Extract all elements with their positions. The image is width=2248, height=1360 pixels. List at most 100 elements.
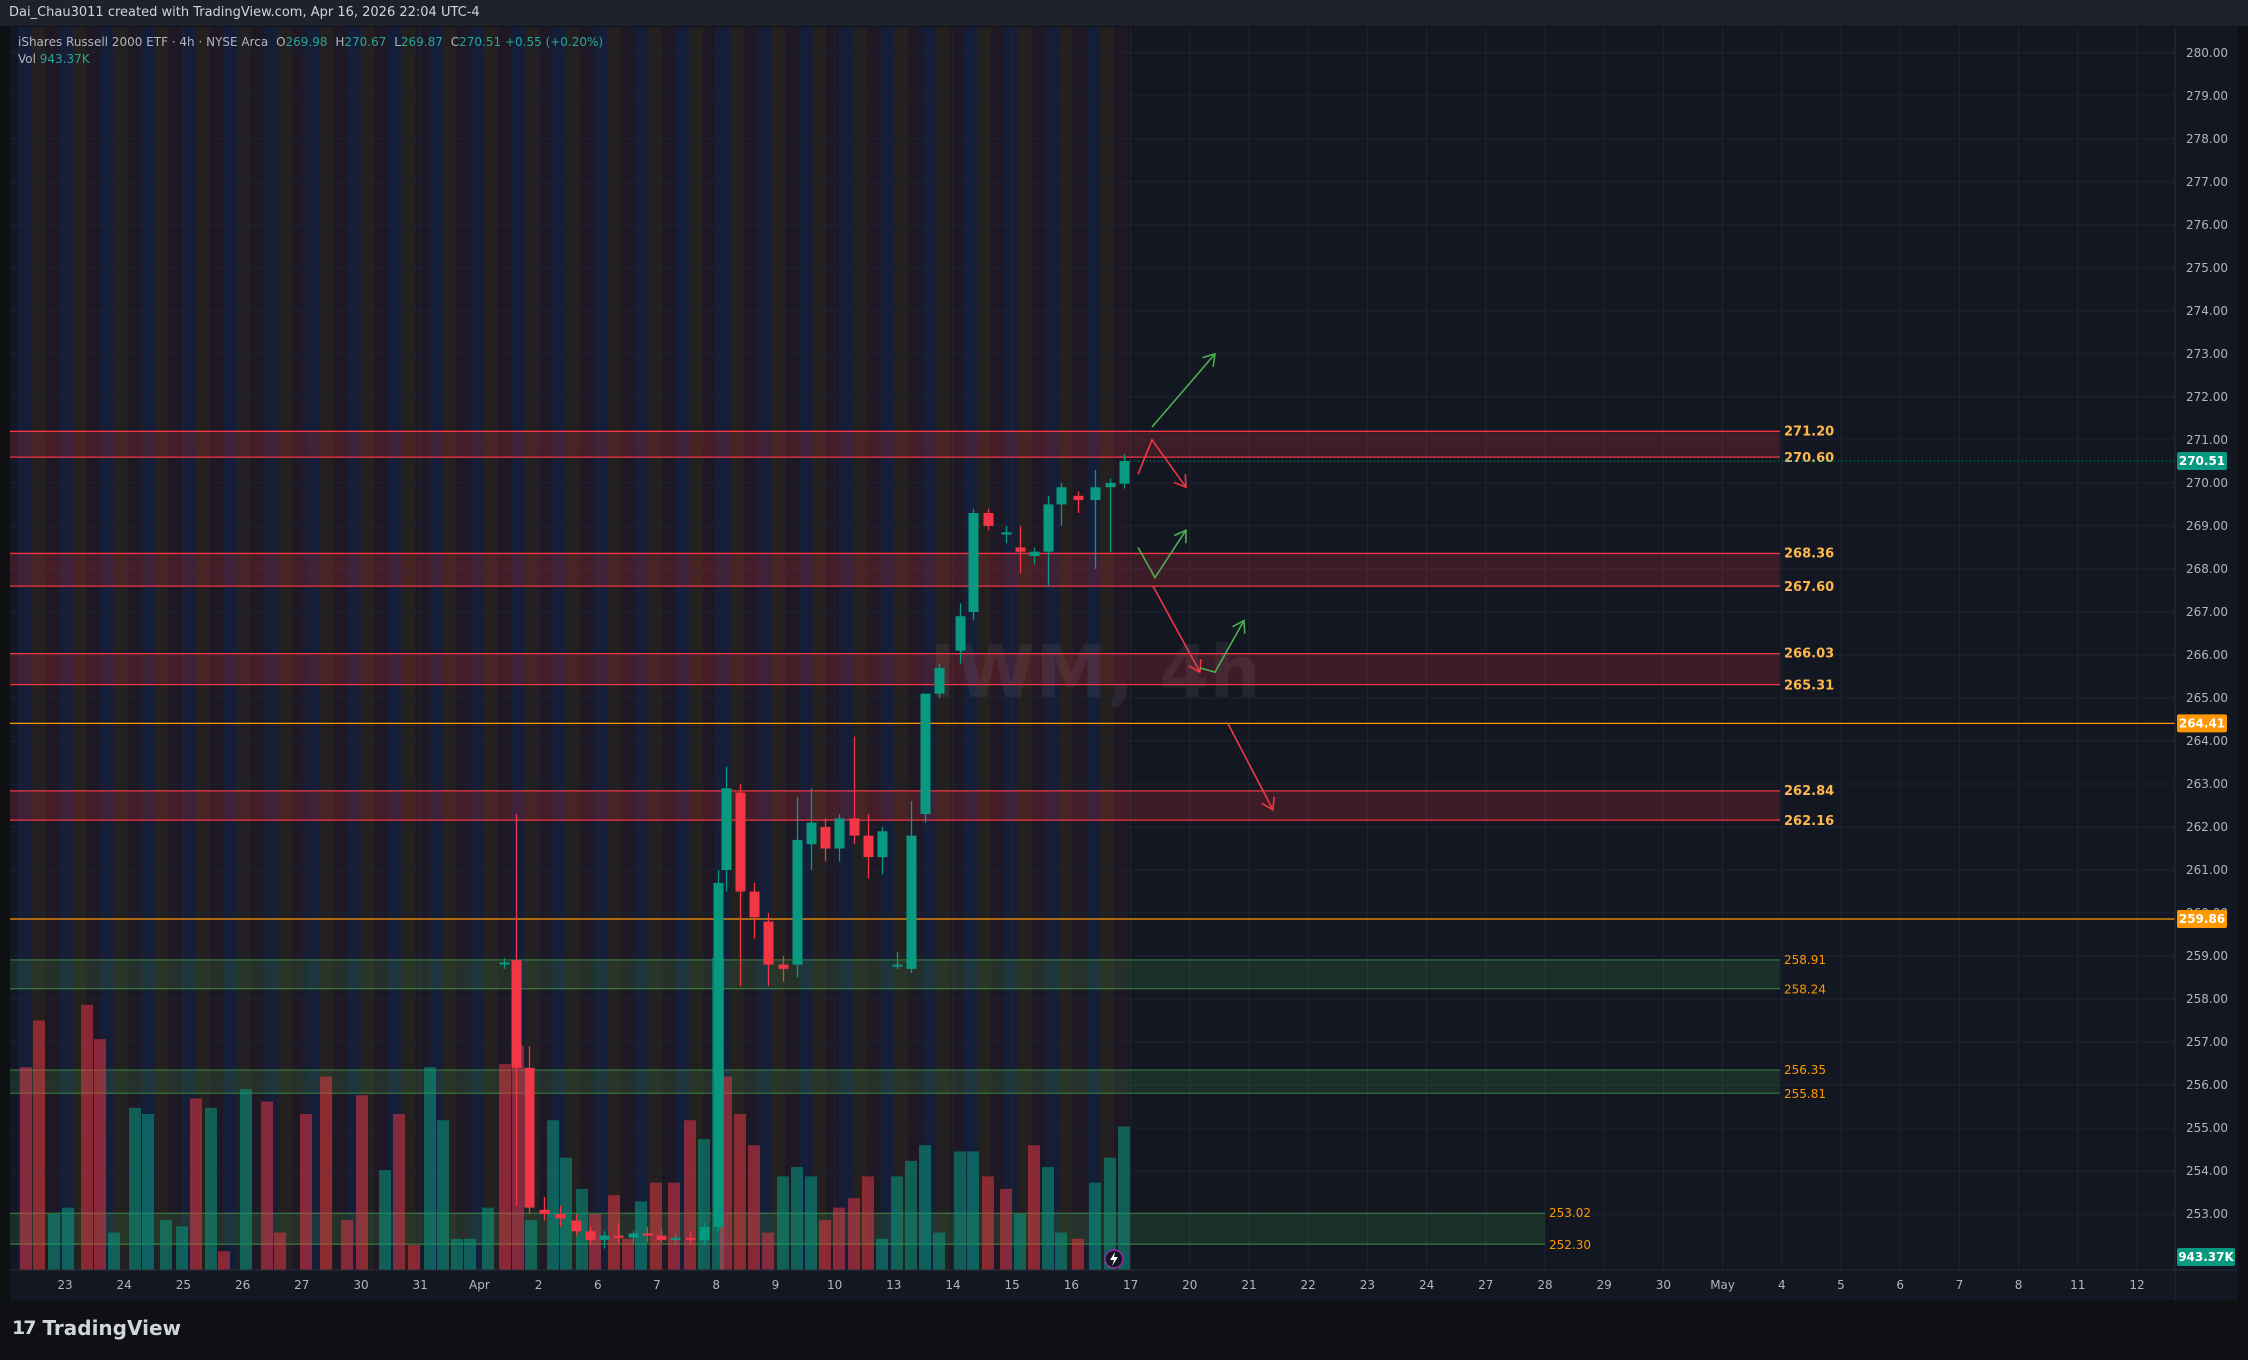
volume-bar — [954, 1151, 966, 1270]
zone-red — [10, 553, 1780, 587]
volume-bar — [1000, 1188, 1012, 1270]
time-tick-label: 24 — [1419, 1278, 1434, 1292]
chart-area[interactable]: IWM, 4h271.20270.60268.36267.60266.03265… — [10, 27, 2238, 1300]
zone-bottom-label: 262.16 — [1784, 814, 1834, 829]
time-tick-label: 26 — [235, 1278, 250, 1292]
volume-bar — [482, 1207, 494, 1270]
candle-body — [749, 891, 760, 918]
candle-body — [849, 818, 860, 836]
volume-bar — [274, 1232, 286, 1270]
price-tick-label: 264.00 — [2186, 734, 2228, 748]
price-tick-label: 261.00 — [2186, 863, 2228, 877]
horizontal-levels — [10, 722, 2175, 920]
volume-bar — [805, 1176, 817, 1270]
time-tick-label: 25 — [176, 1278, 191, 1292]
candles — [499, 454, 1130, 1249]
candle-body — [1090, 487, 1101, 501]
zone-bottom-label: 265.31 — [1784, 679, 1834, 694]
candle-body — [1001, 532, 1012, 535]
zone-top-label: 271.20 — [1784, 424, 1834, 439]
candle-body — [778, 964, 789, 969]
time-tick-label: 31 — [413, 1278, 428, 1292]
candle-body — [511, 960, 522, 1068]
tradingview-logo-icon: 17 — [12, 1317, 36, 1339]
volume-bar — [261, 1101, 273, 1270]
time-tick-label: 27 — [1478, 1278, 1493, 1292]
footer: 17 TradingView — [0, 1300, 2248, 1360]
time-tick-label: Apr — [469, 1278, 490, 1292]
price-tick-label: 268.00 — [2186, 562, 2228, 576]
candle-body — [920, 693, 931, 815]
time-tick-label: 2 — [535, 1278, 543, 1292]
volume-bar — [129, 1107, 141, 1270]
volume-bar — [464, 1238, 476, 1270]
level-badge-bg — [2177, 714, 2227, 733]
arrow-head — [1202, 352, 1216, 367]
candle-body — [1043, 504, 1054, 552]
candle-body — [713, 882, 724, 1227]
price-axis: 280.00 279.00 278.00 277.00 276.00 275.00 274.… — [2174, 27, 2238, 1300]
volume-bar — [512, 1045, 524, 1270]
candle-body — [599, 1235, 610, 1240]
annotation-arrows — [1137, 352, 1275, 812]
candle-body — [1105, 482, 1116, 488]
arrow-head — [1261, 796, 1275, 812]
price-tick-label: 279.00 — [2186, 89, 2228, 103]
time-tick-label: 6 — [1896, 1278, 1904, 1292]
price-tick-label: 276.00 — [2186, 218, 2228, 232]
volume-bar — [33, 1020, 45, 1270]
volume-bar — [547, 1120, 559, 1270]
tradingview-brand[interactable]: 17 TradingView — [12, 1316, 181, 1340]
zone-bottom-label: 267.60 — [1784, 580, 1834, 595]
volume-bar — [905, 1160, 917, 1270]
volume-bar — [48, 1213, 60, 1270]
candle-body — [934, 667, 945, 694]
candle-body — [735, 792, 746, 892]
legend-open: 269.98 — [285, 35, 328, 49]
candle-body — [685, 1237, 696, 1240]
time-tick-label: 30 — [1656, 1278, 1671, 1292]
zone-top-label: 256.35 — [1784, 1063, 1826, 1077]
zone-bottom-label: 255.81 — [1784, 1087, 1826, 1101]
candle-body — [1015, 547, 1026, 552]
volume-bar — [379, 1170, 391, 1270]
candle-body — [539, 1209, 550, 1215]
time-tick-label: 12 — [2129, 1278, 2144, 1292]
volume-bar — [819, 1220, 831, 1270]
price-tick-label: 280.00 — [2186, 46, 2228, 60]
arrow-red — [1152, 585, 1201, 673]
zone-green — [10, 1070, 1780, 1094]
price-tick-label: 270.00 — [2186, 476, 2228, 490]
price-tick-label: 271.00 — [2186, 433, 2228, 447]
event-flash-icon — [1104, 1249, 1124, 1269]
volume-bar — [698, 1138, 710, 1270]
volume-bar — [424, 1067, 436, 1270]
volume-bar — [190, 1098, 202, 1270]
price-tick-label: 278.00 — [2186, 132, 2228, 146]
legend-change: +0.55 (+0.20%) — [504, 35, 604, 49]
legend-high-label: H — [335, 35, 345, 49]
price-chart[interactable]: IWM, 4h271.20270.60268.36267.60266.03265… — [10, 27, 2238, 1300]
candle-body — [642, 1233, 653, 1236]
legend-vol: 943.37K — [39, 52, 90, 66]
candle-body — [1119, 460, 1130, 484]
volume-bar — [848, 1198, 860, 1270]
candle-body — [955, 616, 966, 651]
price-tick-label: 269.00 — [2186, 519, 2228, 533]
time-tick-label: 15 — [1005, 1278, 1020, 1292]
time-tick-label: 24 — [117, 1278, 132, 1292]
level-badge-bg — [2177, 910, 2227, 929]
legend-high: 270.67 — [344, 35, 387, 49]
candle-body — [1029, 551, 1040, 557]
price-tick-label: 265.00 — [2186, 691, 2228, 705]
time-axis-bg — [10, 1270, 2175, 1300]
price-tick-label: 273.00 — [2186, 347, 2228, 361]
time-tick-label: 23 — [57, 1278, 72, 1292]
candle-body — [628, 1233, 639, 1238]
volume-bar — [1055, 1232, 1067, 1270]
price-tick-label: 256.00 — [2186, 1078, 2228, 1092]
price-tick-label: 254.00 — [2186, 1164, 2228, 1178]
volume-bar — [876, 1238, 888, 1270]
volume-bar — [833, 1207, 845, 1270]
volume-bar — [176, 1226, 188, 1270]
